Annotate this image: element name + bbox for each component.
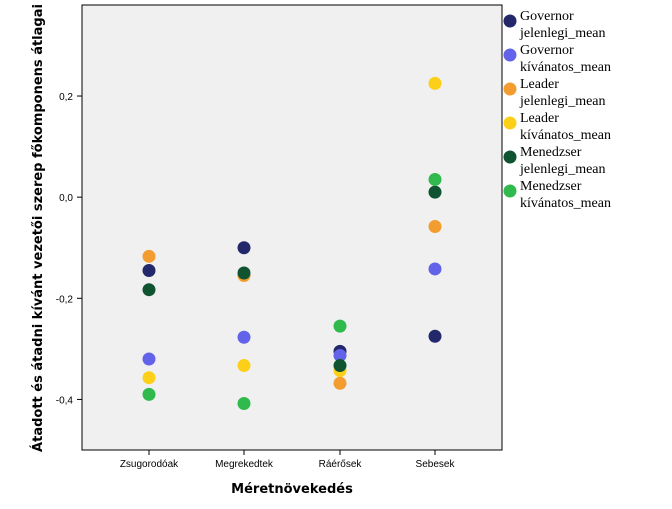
x-axis-title: Méretnövekedés xyxy=(231,482,353,497)
data-point xyxy=(237,266,251,280)
legend-label: Governor jelenlegi_mean xyxy=(519,9,606,41)
legend-marker xyxy=(503,150,517,164)
x-tick-label: Ráérősek xyxy=(319,459,363,470)
data-point xyxy=(428,185,442,199)
data-point xyxy=(237,330,251,344)
legend-label: Governor kívánatos_mean xyxy=(520,43,611,75)
data-point xyxy=(428,329,442,343)
x-tick-label: Sebesek xyxy=(416,459,456,470)
legend-label: Leader kívánatos_mean xyxy=(520,111,611,143)
data-point xyxy=(333,348,347,362)
data-point xyxy=(142,352,156,366)
legend-label: Menedzser jelenlegi_mean xyxy=(519,145,606,177)
data-point xyxy=(142,371,156,385)
data-point xyxy=(333,376,347,390)
legend-marker xyxy=(503,116,517,130)
data-point xyxy=(333,319,347,333)
data-point xyxy=(428,262,442,276)
data-point xyxy=(237,396,251,410)
legend-marker xyxy=(503,82,517,96)
y-tick-label: -0,2 xyxy=(56,294,74,305)
data-point xyxy=(333,359,347,373)
data-point xyxy=(142,249,156,263)
data-point xyxy=(237,359,251,373)
y-axis: 0,2 0,0 -0,2 -0,4 xyxy=(56,92,82,406)
legend-marker xyxy=(503,14,517,28)
data-point xyxy=(142,387,156,401)
x-tick-label: Zsugorodóak xyxy=(120,459,179,470)
x-tick-label: Megrekedtek xyxy=(215,459,274,470)
y-tick-label: 0,0 xyxy=(59,193,73,204)
data-point xyxy=(142,283,156,297)
data-point xyxy=(428,76,442,90)
legend-label: Menedzser kívánatos_mean xyxy=(520,179,611,211)
y-tick-label: 0,2 xyxy=(59,92,73,103)
data-points xyxy=(142,76,442,410)
data-point xyxy=(142,263,156,277)
legend-marker xyxy=(503,48,517,62)
x-axis: Zsugorodóak Megrekedtek Ráérősek Sebesek xyxy=(120,450,456,470)
legend-marker xyxy=(503,184,517,198)
data-point xyxy=(237,241,251,255)
legend-label: Leader jelenlegi_mean xyxy=(519,77,606,109)
y-axis-title: Átadott és átadni kívánt vezetői szerep … xyxy=(30,4,46,452)
data-point xyxy=(428,219,442,233)
y-tick-label: -0,4 xyxy=(56,395,74,406)
data-point xyxy=(428,172,442,186)
